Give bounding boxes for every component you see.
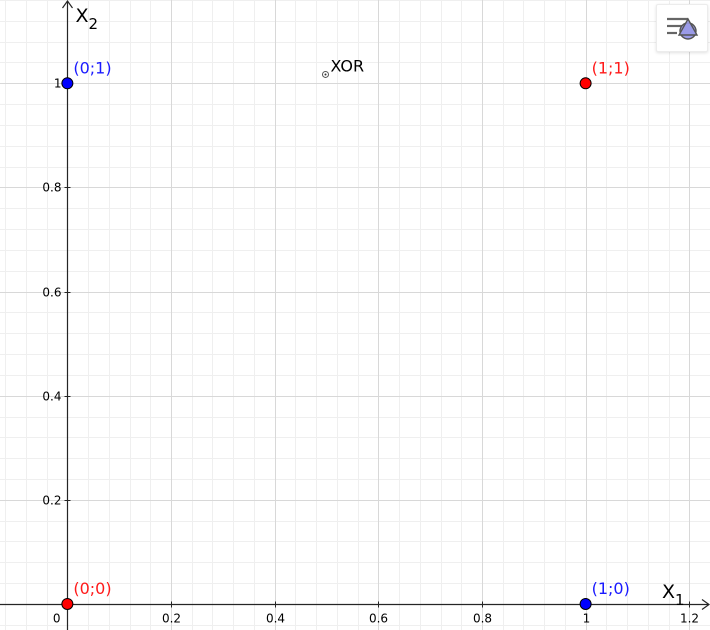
annotation-label: XOR [330, 56, 364, 75]
x-tick-label: 0.6 [369, 612, 388, 626]
point-label: (0;0) [73, 579, 111, 598]
x-axis-arrow [701, 599, 710, 610]
point-label: (1;0) [592, 579, 630, 598]
point-(1;0)[interactable] [579, 597, 592, 610]
annotation-marker-center [324, 73, 327, 76]
y-axis-title: X2 [76, 5, 99, 33]
point-label: (0;1) [73, 58, 111, 77]
graphics-style-bar-icon [667, 17, 699, 40]
x-tick-label: 0.4 [266, 612, 285, 626]
point-(0;1)[interactable] [61, 77, 74, 90]
y-tick-label: 0.6 [42, 286, 61, 300]
point-label: (1;1) [592, 58, 630, 77]
style-bar-toggle-button[interactable] [656, 4, 708, 52]
x-axis-title: X1 [662, 581, 685, 609]
y-tick-label: 1 [54, 77, 62, 91]
point-(0;0)[interactable] [61, 597, 74, 610]
y-tick-label: 0.4 [42, 390, 61, 404]
origin-label: 0 [53, 612, 61, 626]
x-tick-label: 1 [583, 612, 591, 626]
x-tick-label: 0.8 [473, 612, 492, 626]
point-(1;1)[interactable] [579, 77, 592, 90]
y-axis-arrow [62, 0, 73, 9]
y-tick-label: 0.2 [42, 494, 61, 508]
x-tick-label: 0.2 [162, 612, 181, 626]
x-tick-label: 1.2 [680, 612, 699, 626]
y-tick-label: 0.8 [42, 181, 61, 195]
